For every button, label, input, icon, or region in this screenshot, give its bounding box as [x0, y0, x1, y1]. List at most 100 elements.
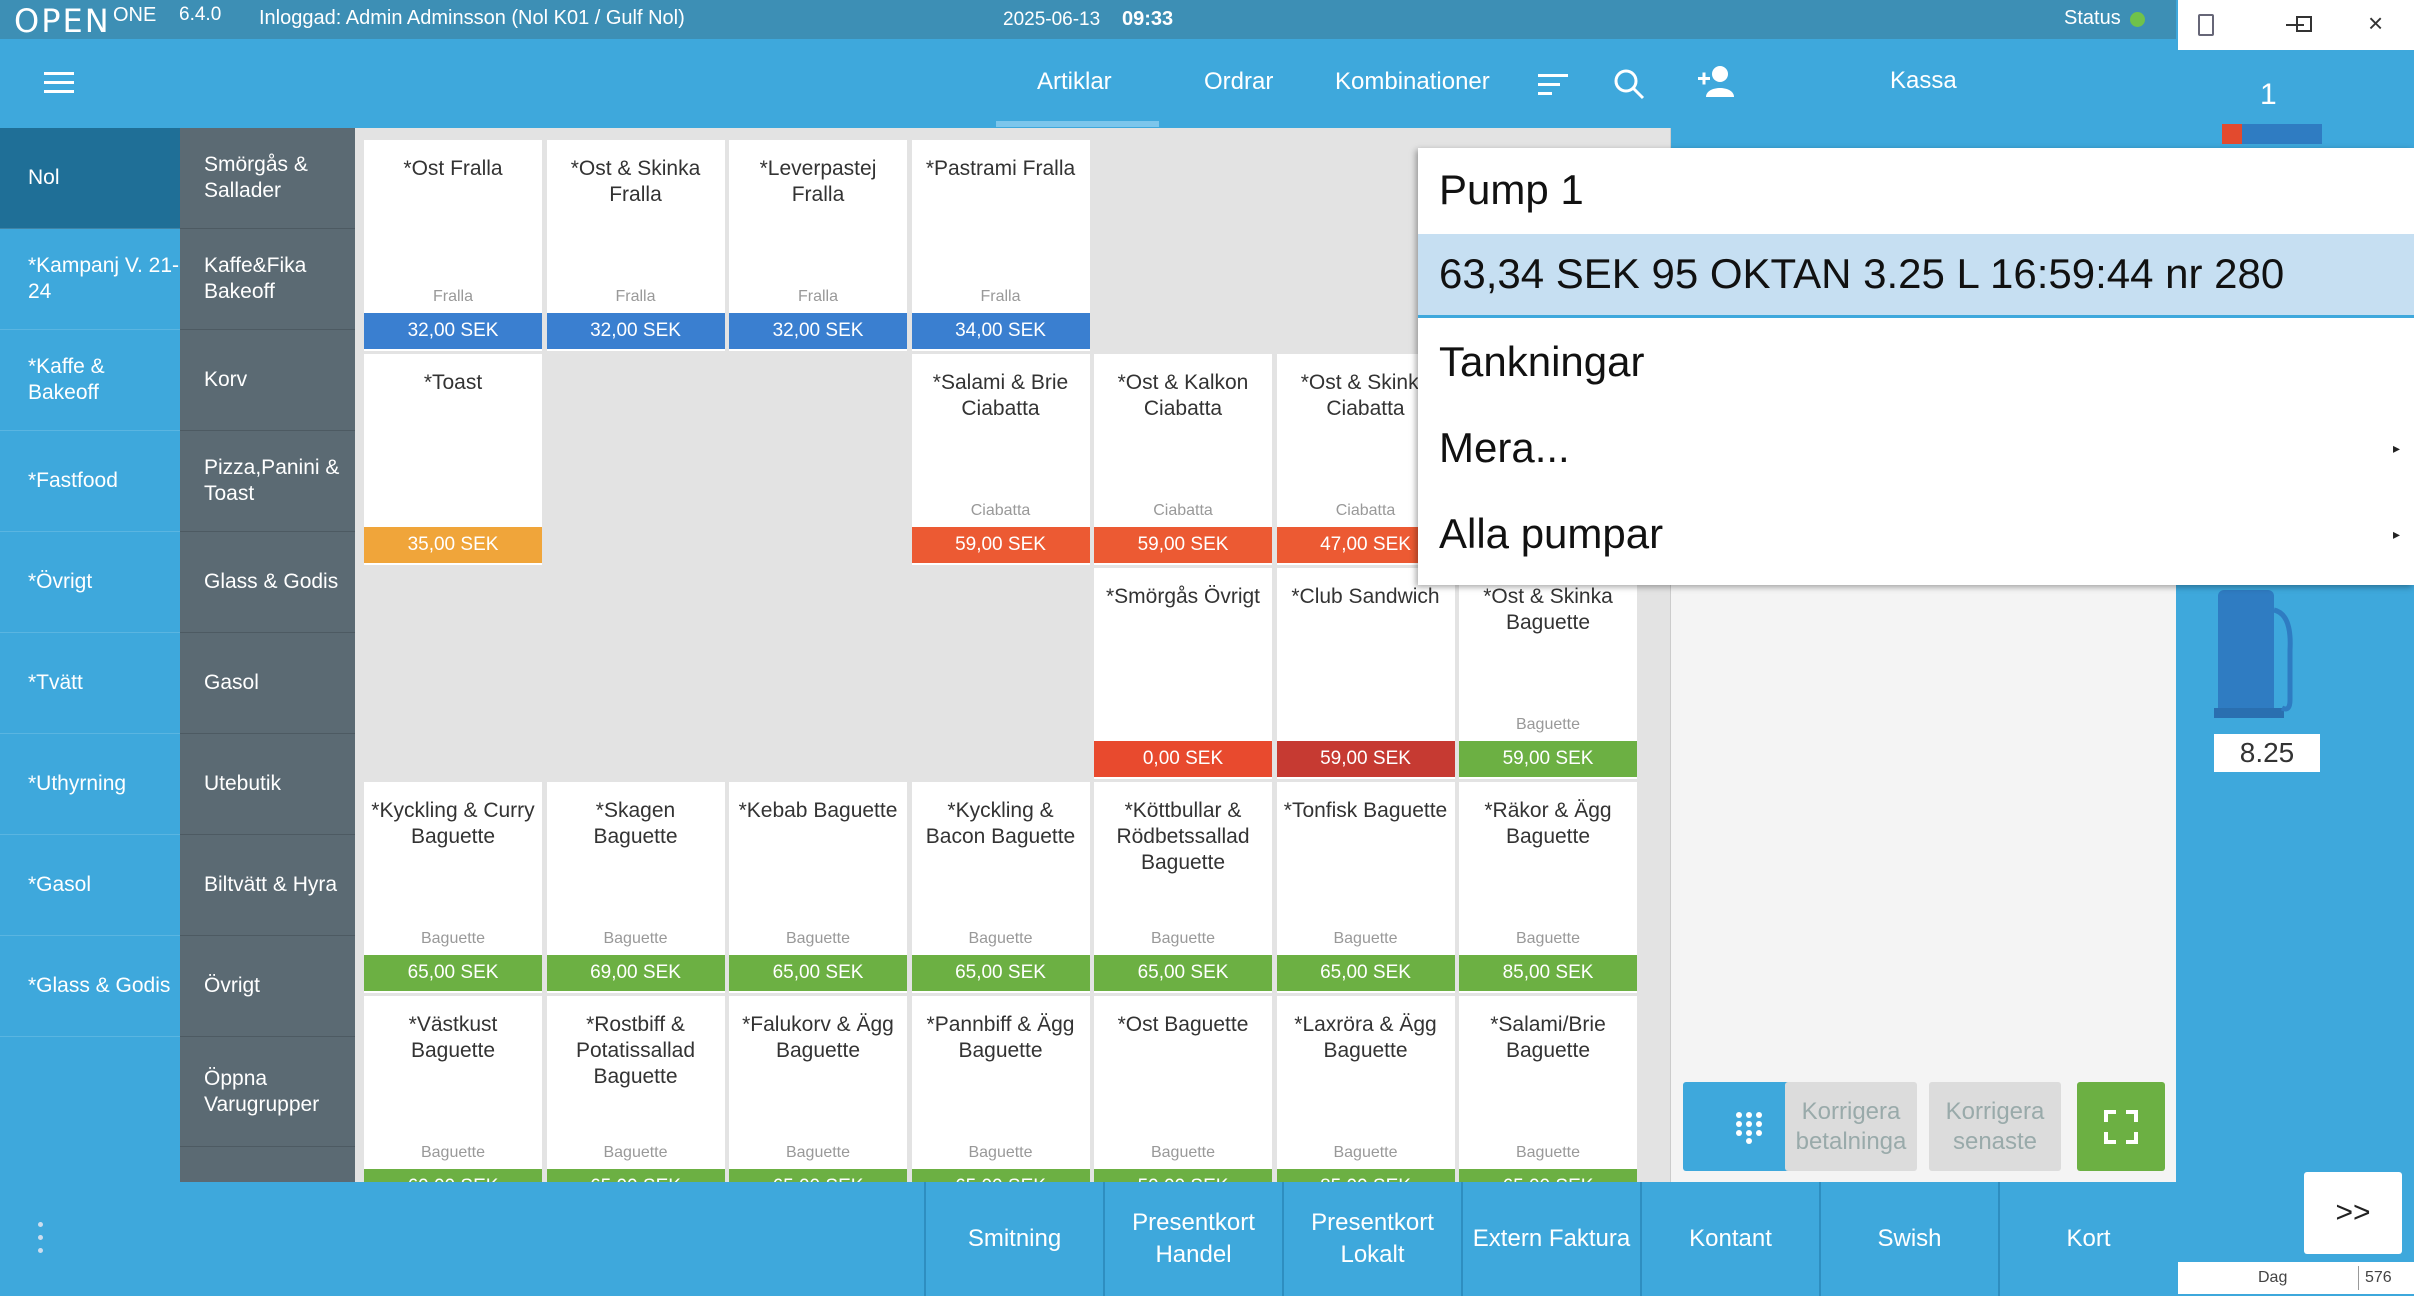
subcategory-item[interactable]: Biltvätt & Hyra: [180, 835, 355, 936]
pay-extern-faktura-button[interactable]: Extern Faktura: [1461, 1182, 1640, 1296]
product-card[interactable]: *Kyckling & Bacon Baguette Baguette 65,00 …: [911, 782, 1090, 993]
product-name: *Kebab Baguette: [738, 799, 898, 822]
product-card[interactable]: *Club Sandwich 59,00 SEK: [1276, 568, 1455, 779]
product-price: 34,00 SEK: [911, 313, 1090, 349]
subcategory-item[interactable]: Pizza,Panini & Toast: [180, 431, 355, 532]
product-card[interactable]: *Kebab Baguette Baguette 65,00 SEK: [729, 782, 907, 993]
minimize-icon[interactable]: [2286, 24, 2304, 26]
category-item[interactable]: *Tvätt: [0, 633, 180, 734]
close-icon[interactable]: ×: [2368, 8, 2384, 38]
product-price: 65,00 SEK: [729, 955, 907, 991]
product-card[interactable]: *Pastrami Fralla Fralla 34,00 SEK: [911, 140, 1090, 351]
pay-kontant-button[interactable]: Kontant: [1640, 1182, 1819, 1296]
product-card[interactable]: *Ost Baguette Baguette 59,00 SEK: [1094, 996, 1272, 1182]
product-name: *Tonfisk Baguette: [1283, 799, 1448, 822]
product-name: *Pastrami Fralla: [925, 157, 1076, 180]
product-card[interactable]: *Västkust Baguette Baguette 69,00 SEK: [364, 996, 542, 1182]
subcategory-item[interactable]: Kaffe&Fika Bakeoff: [180, 229, 355, 330]
category-item[interactable]: *Uthyrning: [0, 734, 180, 835]
product-card[interactable]: *Rostbiff & Potatissallad Baguette Baguet…: [546, 996, 725, 1182]
product-price: 32,00 SEK: [546, 313, 725, 349]
logo: OPEN: [14, 2, 111, 40]
product-name: *Club Sandwich: [1291, 585, 1440, 608]
pay-smitning-button[interactable]: Smitning: [924, 1182, 1103, 1296]
category-item[interactable]: *Kampanj V. 21-24: [0, 229, 180, 330]
product-card[interactable]: *Salami/Brie Baguette Baguette 65,00 SEK: [1459, 996, 1637, 1182]
pump-footer: Dag 576: [2178, 1262, 2414, 1294]
subcategory-item[interactable]: Öppna Varugrupper: [180, 1037, 355, 1147]
maximize-icon[interactable]: [2296, 16, 2312, 32]
correct-payment-button[interactable]: Korrigera betalninga: [1785, 1082, 1917, 1171]
add-user-icon[interactable]: [1696, 63, 1736, 99]
product-name: *Kyckling & Curry Baguette: [371, 799, 535, 848]
product-card[interactable]: *Köttbullar & Rödbetssallad Baguette Bagu…: [1094, 782, 1272, 993]
product-card[interactable]: *Kyckling & Curry Baguette Baguette 65,00 …: [364, 782, 542, 993]
menu-item-alla-pumpar[interactable]: Alla pumpar ▸: [1418, 492, 2414, 576]
pay-kort-button[interactable]: Kort: [1998, 1182, 2177, 1296]
product-name: *Toast: [423, 371, 483, 394]
tab-ordrar[interactable]: Ordrar: [1204, 68, 1274, 95]
tab-kombinationer[interactable]: Kombinationer: [1335, 68, 1490, 95]
product-card[interactable]: *Tonfisk Baguette Baguette 65,00 SEK: [1276, 782, 1455, 993]
product-card[interactable]: *Toast 35,00 SEK: [364, 354, 542, 565]
search-icon[interactable]: [1612, 67, 1646, 101]
product-card[interactable]: *Ost Fralla Fralla 32,00 SEK: [364, 140, 542, 351]
product-card[interactable]: *Leverpastej Fralla Fralla 32,00 SEK: [729, 140, 907, 351]
product-name: *Ost & Skinka Fralla: [570, 157, 701, 206]
product-price: 59,00 SEK: [1094, 527, 1272, 563]
menu-item-transaction[interactable]: 63,34 SEK 95 OKTAN 3.25 L 16:59:44 nr 28…: [1418, 234, 2414, 318]
logo-suffix: ONE: [113, 4, 157, 26]
pay-presentkort-lokalt-button[interactable]: Presentkort Lokalt: [1282, 1182, 1461, 1296]
product-name: *Rostbiff & Potatissallad Baguette: [575, 1013, 696, 1088]
product-price: 85,00 SEK: [1276, 1169, 1455, 1182]
subcategory-item[interactable]: Smörgås & Sallader: [180, 128, 355, 229]
menu-item-tankningar[interactable]: Tankningar: [1439, 338, 1645, 385]
active-tab-indicator: [996, 121, 1159, 127]
pay-presentkort-handel-button[interactable]: Presentkort Handel: [1103, 1182, 1282, 1296]
hamburger-icon[interactable]: [44, 72, 74, 94]
category-item[interactable]: *Kaffe & Bakeoff: [0, 330, 180, 431]
tab-artiklar[interactable]: Artiklar: [1037, 68, 1112, 95]
category-item[interactable]: *Övrigt: [0, 532, 180, 633]
product-group: Baguette: [785, 930, 851, 947]
product-group: Baguette: [1515, 1144, 1581, 1161]
subcategory-item[interactable]: Korv: [180, 330, 355, 431]
subcategory-item[interactable]: Gasol: [180, 633, 355, 734]
product-card[interactable]: *Ost & Skinka Fralla Fralla 32,00 SEK: [546, 140, 725, 351]
category-item[interactable]: *Fastfood: [0, 431, 180, 532]
payment-bar: Smitning Presentkort Handel Presentkort …: [0, 1182, 2176, 1296]
product-card[interactable]: *Räkor & Ägg Baguette Baguette 85,00 SEK: [1459, 782, 1637, 993]
fullscreen-button[interactable]: [2077, 1082, 2165, 1171]
next-button[interactable]: >>: [2304, 1172, 2402, 1254]
sort-icon[interactable]: [1538, 74, 1568, 96]
product-card[interactable]: *Laxröra & Ägg Baguette Baguette 85,00 SEK: [1276, 996, 1455, 1182]
product-card[interactable]: *Ost & Kalkon Ciabatta Ciabatta 59,00 SEK: [1094, 354, 1272, 565]
subcategory-item[interactable]: Glass & Godis: [180, 532, 355, 633]
product-name: *Ost & Kalkon Ciabatta: [1117, 371, 1249, 420]
product-group: Fralla: [980, 288, 1021, 305]
product-card[interactable]: *Salami & Brie Ciabatta Ciabatta 59,00 SEK: [911, 354, 1090, 565]
fullscreen-icon: [2104, 1109, 2138, 1144]
subcategory-item[interactable]: Övrigt: [180, 936, 355, 1037]
subcategory-item[interactable]: Utebutik: [180, 734, 355, 835]
chevron-right-icon: ▸: [2392, 526, 2400, 542]
fuel-pump-icon[interactable]: [2214, 590, 2294, 720]
correct-payment-label: Korrigera betalninga: [1795, 1097, 1907, 1155]
footer-value: 576: [2358, 1266, 2410, 1290]
category-item[interactable]: *Gasol: [0, 835, 180, 936]
product-card[interactable]: *Smörgås Övrigt 0,00 SEK: [1094, 568, 1272, 779]
category-item[interactable]: Nol: [0, 128, 180, 229]
correct-latest-button[interactable]: Korrigera senaste: [1929, 1082, 2061, 1171]
product-card[interactable]: *Pannbiff & Ägg Baguette Baguette 65,00 SE…: [911, 996, 1090, 1182]
product-card[interactable]: *Skagen Baguette Baguette 69,00 SEK: [546, 782, 725, 993]
product-card[interactable]: *Ost & Skinka Ciabatta Ciabatta 47,00 SEK: [1276, 354, 1455, 565]
pay-swish-button[interactable]: Swish: [1819, 1182, 1998, 1296]
cart-header: [1671, 128, 2177, 148]
product-card[interactable]: *Ost & Skinka Baguette Baguette 59,00 SEK: [1459, 568, 1637, 779]
product-card[interactable]: *Falukorv & Ägg Baguette Baguette 65,00 SE…: [729, 996, 907, 1182]
more-options-icon[interactable]: [38, 1222, 44, 1256]
menu-item-mera[interactable]: Mera... ▸: [1418, 406, 2414, 490]
product-name: *Västkust Baguette: [408, 1013, 498, 1062]
pump-volume: 8.25: [2214, 734, 2320, 772]
category-item[interactable]: *Glass & Godis: [0, 936, 180, 1037]
